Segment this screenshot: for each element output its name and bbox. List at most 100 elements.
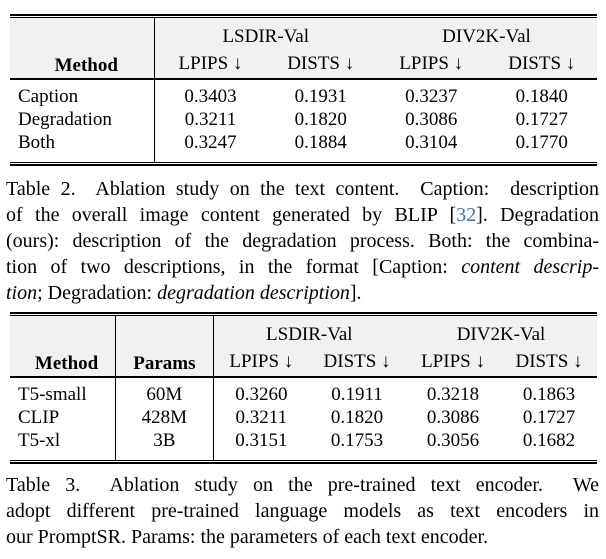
column-group-lsdir-val: LSDIR-Val <box>213 316 406 347</box>
metric-value-cell: 0.1770 <box>515 132 568 153</box>
metric-value-cell: 0.3218 <box>426 384 480 405</box>
metric-value-cell: 0.3247 <box>184 132 237 153</box>
method-cell: Degradation <box>10 108 156 131</box>
table2: Method LSDIR-Val DIV2K-Val LPIPS ↓ DISTS… <box>10 18 597 162</box>
table-row: T5-xl 3B 0.3151 0.1753 0.3056 0.1682 <box>10 429 597 460</box>
metric-value-cell: 0.3237 <box>405 86 458 107</box>
caption-text-segment: Table 2. Ablation study on the text cont… <box>6 178 599 200</box>
metric-value-cell: 0.1863 <box>522 384 576 405</box>
group-header-row: Method LSDIR-Val DIV2K-Val <box>10 18 597 80</box>
metric-value-cell: 0.1820 <box>330 407 384 428</box>
rule-line <box>10 315 597 316</box>
caption-text-segment: adopt different pre-trained language mod… <box>6 500 599 522</box>
table2-header: Method LSDIR-Val DIV2K-Val LPIPS ↓ DISTS… <box>10 18 597 80</box>
rule-line <box>10 14 597 16</box>
caption-text-segment: degradation description <box>157 282 350 304</box>
metric-value-cell: 0.3211 <box>184 109 237 130</box>
rule-line <box>10 462 597 464</box>
column-header-dists: DISTS ↓ <box>309 347 406 378</box>
table2-top-rule <box>10 14 597 18</box>
column-header-params: Params <box>115 316 214 378</box>
metric-value-cell: 0.1931 <box>294 86 347 107</box>
rule-line <box>10 312 597 314</box>
column-header-method: Method <box>10 18 156 80</box>
metric-value-cell: 0.3086 <box>426 407 480 428</box>
column-header-lpips: LPIPS ↓ <box>405 347 501 378</box>
metric-value-cell: 0.3211 <box>235 407 288 428</box>
caption-line: adopt different pre-trained language mod… <box>6 498 599 524</box>
column-group-div2k-val: DIV2K-Val <box>405 316 597 347</box>
metric-value-cell: 0.3056 <box>426 430 480 451</box>
caption-text-segment: content descrip- <box>461 256 599 278</box>
metric-value-cell: 0.1727 <box>522 407 576 428</box>
params-cell: 3B <box>115 429 214 460</box>
table3-bottom-rule <box>10 460 597 464</box>
caption-text-segment: Table 3. Ablation study on the pre-train… <box>6 474 599 496</box>
caption-line: our PromptSR. Params: the parameters of … <box>6 524 599 550</box>
table-row: T5-small 60M 0.3260 0.1911 0.3218 0.1863 <box>10 377 597 406</box>
column-header-dists: DISTS ↓ <box>501 347 597 378</box>
citation-link[interactable]: 32 <box>456 204 477 226</box>
table3-header: Method Params LSDIR-Val DIV2K-Val LPIPS … <box>10 316 597 378</box>
table3: Method Params LSDIR-Val DIV2K-Val LPIPS … <box>10 316 597 460</box>
rule-line <box>10 17 597 18</box>
table2-bottom-rule <box>10 162 597 166</box>
caption-line: of the overall image content generated b… <box>6 202 599 228</box>
caption-text-segment: our PromptSR. Params: the parameters of … <box>6 526 489 548</box>
caption-line: tion; Degradation: degradation descripti… <box>6 280 599 306</box>
params-cell: 60M <box>115 377 214 406</box>
method-cell: CLIP <box>10 406 117 429</box>
sub-header-row: LPIPS ↓ DISTS ↓ LPIPS ↓ DISTS ↓ <box>10 49 597 80</box>
caption-text-segment: ; Degradation: <box>37 282 158 304</box>
table-row: Caption 0.3403 0.1931 0.3237 0.1840 <box>10 79 597 108</box>
metric-value-cell: 0.1911 <box>331 384 383 405</box>
caption-text-segment: tion of two descriptions, in the format … <box>6 256 462 278</box>
caption-text-segment: ]. <box>349 282 362 304</box>
method-cell: T5-xl <box>10 429 117 460</box>
metric-value-cell: 0.3403 <box>184 86 237 107</box>
metric-value-cell: 0.1820 <box>294 109 347 130</box>
caption-text-segment: tion <box>6 282 38 304</box>
metric-value-cell: 0.1753 <box>330 430 384 451</box>
method-cell: Both <box>10 131 156 162</box>
table2-figure: Method LSDIR-Val DIV2K-Val LPIPS ↓ DISTS… <box>10 14 597 166</box>
method-cell: Caption <box>10 79 156 108</box>
caption-line: Table 2. Ablation study on the text cont… <box>6 176 599 202</box>
table3-caption: Table 3. Ablation study on the pre-train… <box>6 472 599 550</box>
table2-body: Caption 0.3403 0.1931 0.3237 0.1840 <box>10 79 597 162</box>
group-header-row: Method Params LSDIR-Val DIV2K-Val <box>10 316 597 378</box>
table-row: Both 0.3247 0.1884 0.3104 0.1770 <box>10 131 597 162</box>
caption-text-segment: (ours): description of the degradation p… <box>6 230 599 252</box>
rule-line <box>10 162 597 163</box>
table3-body: T5-small 60M 0.3260 0.1911 0.3218 0.1863 <box>10 377 597 460</box>
column-group-lsdir-val: LSDIR-Val <box>154 18 376 49</box>
rule-line <box>10 164 597 166</box>
metric-value-cell: 0.1727 <box>515 109 568 130</box>
method-cell: T5-small <box>10 377 117 406</box>
table-row: Degradation 0.3211 0.1820 0.3086 0.1727 <box>10 108 597 131</box>
rule-line <box>10 460 597 461</box>
column-header-method: Method <box>10 316 117 378</box>
column-header-lpips: LPIPS ↓ <box>213 347 310 378</box>
metric-value-cell: 0.3151 <box>235 430 288 451</box>
caption-line: Table 3. Ablation study on the pre-train… <box>6 472 599 498</box>
params-cell: 428M <box>115 406 214 429</box>
column-header-lpips: LPIPS ↓ <box>375 49 487 80</box>
metric-value-cell: 0.1884 <box>294 132 347 153</box>
sub-header-row: LPIPS ↓ DISTS ↓ LPIPS ↓ DISTS ↓ <box>10 347 597 378</box>
metric-value-cell: 0.3086 <box>405 109 458 130</box>
table-row: CLIP 428M 0.3211 0.1820 0.3086 0.1727 <box>10 406 597 429</box>
column-header-dists: DISTS ↓ <box>486 49 597 80</box>
column-header-lpips: LPIPS ↓ <box>154 49 266 80</box>
metric-value-cell: 0.3260 <box>235 384 288 405</box>
metric-value-cell: 0.1840 <box>515 86 568 107</box>
table2-caption: Table 2. Ablation study on the text cont… <box>6 176 599 306</box>
caption-line: tion of two descriptions, in the format … <box>6 254 599 280</box>
table3-figure: Method Params LSDIR-Val DIV2K-Val LPIPS … <box>10 312 597 464</box>
caption-line: (ours): description of the degradation p… <box>6 228 599 254</box>
table3-top-rule <box>10 312 597 316</box>
column-group-div2k-val: DIV2K-Val <box>375 18 597 49</box>
caption-text-segment: of the overall image content generated b… <box>6 204 457 226</box>
column-header-dists: DISTS ↓ <box>265 49 376 80</box>
